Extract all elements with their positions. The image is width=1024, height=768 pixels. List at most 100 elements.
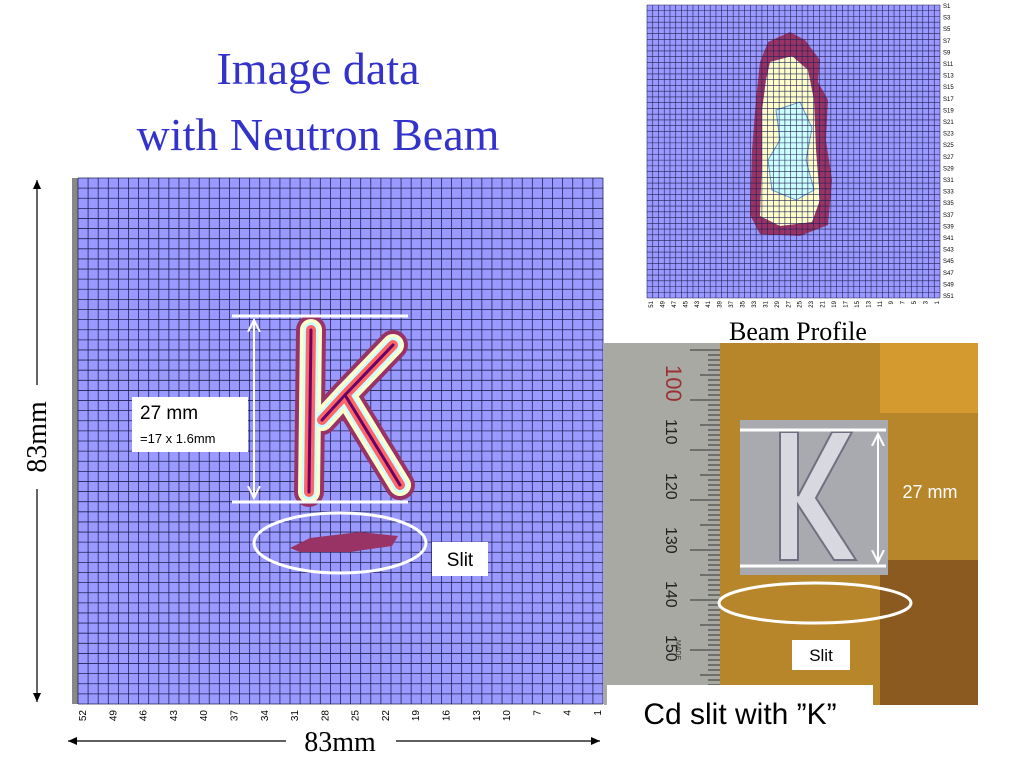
y-tick-label: S21 xyxy=(943,120,954,126)
k-image xyxy=(294,315,415,507)
profile-grid xyxy=(646,4,941,299)
x-tick-label: 4 xyxy=(563,710,574,716)
y-tick-label: S5 xyxy=(943,27,951,33)
x-tick-label: 31 xyxy=(290,710,301,722)
x-tick-label: 21 xyxy=(821,300,827,307)
slit-label: Slit xyxy=(447,550,474,571)
x-tick-label: 37 xyxy=(229,710,240,722)
k-layer xyxy=(320,343,402,487)
k-layer xyxy=(307,328,313,494)
profile-caption: Beam Profile xyxy=(729,317,867,346)
ruler-label: 110 xyxy=(662,419,679,445)
x-tick-label: 46 xyxy=(139,710,150,722)
y-tick-label: S23 xyxy=(943,132,954,138)
y-tick-label: S33 xyxy=(943,190,954,196)
height-label: 83mm xyxy=(22,401,53,473)
dimension-detail: =17 x 1.6mm xyxy=(140,431,216,446)
x-tick-label: 29 xyxy=(775,300,781,307)
x-tick-label: 9 xyxy=(889,300,895,304)
y-tick-label: S49 xyxy=(943,282,954,288)
x-tick-label: 40 xyxy=(199,710,210,722)
x-tick-label: 17 xyxy=(843,300,849,307)
x-tick-label: 43 xyxy=(169,710,180,722)
k-cutout xyxy=(779,431,858,561)
ruler-label: 100 xyxy=(661,365,686,402)
x-tick-labels: 51 49 47 45 43 41 39 37 35 33 31 29 27 25 23 21 19 17 15 13… xyxy=(649,300,941,307)
y-tick-label: S39 xyxy=(943,224,954,230)
y-tick-label: S7 xyxy=(943,39,951,45)
ruler-label: 150 xyxy=(662,635,679,662)
label-mask xyxy=(286,728,396,756)
x-tick-label: 45 xyxy=(683,300,689,307)
x-tick-label: 51 xyxy=(649,300,655,307)
slit-image xyxy=(290,532,398,552)
y-tick-label: S45 xyxy=(943,259,954,265)
slit-highlight xyxy=(252,511,428,575)
y-tick-label: S25 xyxy=(943,143,954,149)
x-tick-label: 31 xyxy=(763,300,769,307)
x-tick-label: 52 xyxy=(78,710,89,722)
label-box xyxy=(132,397,248,452)
x-tick-label: 47 xyxy=(672,300,678,307)
y-tick-label: S3 xyxy=(943,16,951,22)
ruler xyxy=(604,343,720,705)
y-tick-label: S51 xyxy=(943,294,954,300)
x-tick-label: 41 xyxy=(706,300,712,307)
title-line: Image data xyxy=(216,43,419,94)
x-tick-label: 23 xyxy=(809,300,815,307)
y-tick-label: S9 xyxy=(943,50,951,56)
x-tick-label: 25 xyxy=(798,300,804,307)
width-label: 83mm xyxy=(304,727,376,758)
y-tick-label: S29 xyxy=(943,166,954,172)
x-tick-label: 19 xyxy=(832,300,838,307)
x-tick-label: 7 xyxy=(532,710,543,716)
photo-caption: Cd slit with ”K” xyxy=(643,698,836,731)
x-tick-label: 15 xyxy=(855,300,861,307)
label-mask xyxy=(22,385,52,489)
x-tick-label: 33 xyxy=(752,300,758,307)
x-tick-label: 10 xyxy=(502,710,513,722)
tape xyxy=(880,560,978,705)
y-tick-label: S17 xyxy=(943,97,954,103)
x-tick-label: 16 xyxy=(442,710,453,722)
x-tick-label: 22 xyxy=(381,710,392,722)
y-tick-label: S27 xyxy=(943,155,954,161)
x-tick-label: 7 xyxy=(901,300,907,304)
ruler-label: 140 xyxy=(662,581,679,608)
tape xyxy=(880,343,978,413)
x-tick-label: 25 xyxy=(351,710,362,722)
y-tick-labels: S1 S3 S5 S7 S9 S11 S13 S15 S17 S19 S21 S23 S25 S27 S29… xyxy=(943,4,954,300)
x-tick-label: 43 xyxy=(695,300,701,307)
ruler-label: 120 xyxy=(662,473,679,500)
ruler-label: 130 xyxy=(662,527,679,554)
y-tick-label: S41 xyxy=(943,236,954,242)
slit-highlight xyxy=(717,581,913,625)
x-tick-label: 35 xyxy=(741,300,747,307)
x-tick-label: 13 xyxy=(472,710,483,722)
y-tick-label: S43 xyxy=(943,248,954,254)
x-tick-label: 19 xyxy=(411,710,422,722)
x-tick-label: 49 xyxy=(108,710,119,722)
beam-profile-image xyxy=(750,32,832,236)
x-tick-label: 27 xyxy=(786,300,792,307)
image-grid xyxy=(77,177,604,705)
ruler-labels: 100 110 120 130 140 150 xyxy=(661,365,686,662)
ruler-ticks xyxy=(690,349,720,711)
x-tick-label: 13 xyxy=(866,300,872,307)
y-tick-label: S1 xyxy=(943,4,951,10)
x-tick-label: 1 xyxy=(935,300,941,304)
y-tick-label: S37 xyxy=(943,213,954,219)
y-tick-label: S19 xyxy=(943,108,954,114)
label-box xyxy=(432,542,488,576)
y-tick-label: S13 xyxy=(943,74,954,80)
x-tick-label: 28 xyxy=(320,710,331,722)
label-box xyxy=(792,640,850,670)
x-tick-label: 3 xyxy=(924,300,930,304)
dimension-label: 27 mm xyxy=(140,403,198,424)
dimension-label: 27 mm xyxy=(902,482,957,502)
x-tick-label: 39 xyxy=(718,300,724,307)
slit-label: Slit xyxy=(809,646,833,665)
x-tick-label: 11 xyxy=(878,300,884,307)
